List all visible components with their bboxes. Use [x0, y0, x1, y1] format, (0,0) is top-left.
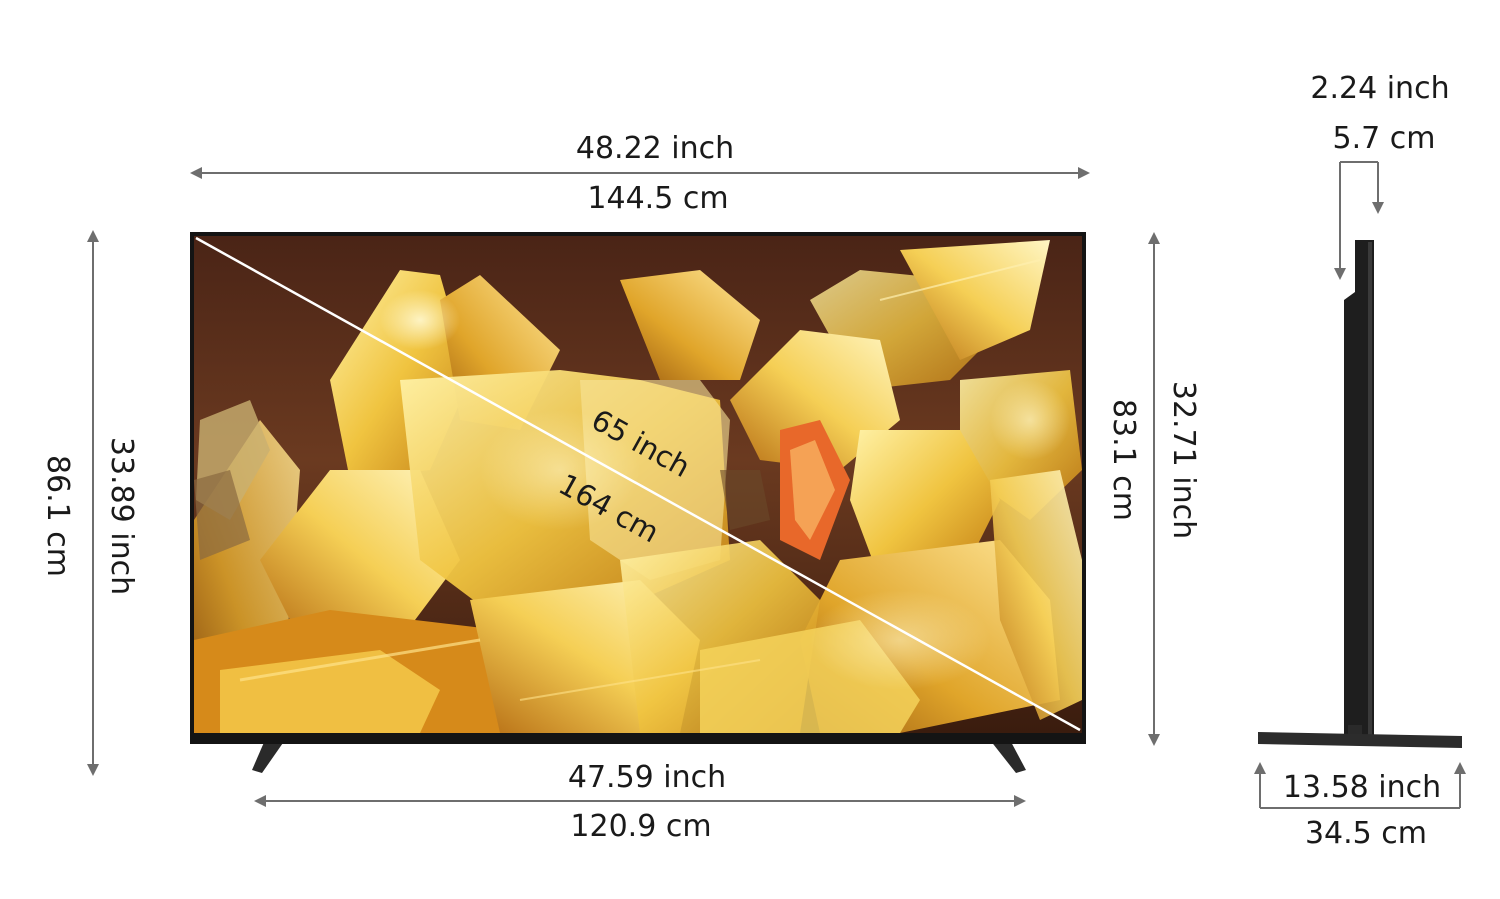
stand-depth-dimension: 13.58 inch 34.5 cm [1254, 762, 1466, 851]
depth-cm-label: 5.7 cm [1333, 121, 1436, 156]
side-stand-base [1258, 732, 1462, 748]
screen-height-cm-label: 83.1 cm [1106, 399, 1141, 521]
stand-leg-right [990, 740, 1026, 773]
total-height-cm-label: 86.1 cm [40, 455, 75, 577]
stand-depth-inch-label: 13.58 inch [1283, 770, 1441, 805]
stand-depth-cm-label: 34.5 cm [1305, 816, 1427, 851]
depth-dimension: 2.24 inch 5.7 cm [1310, 71, 1450, 280]
tv-front-view: 65 inch 164 cm [190, 232, 1086, 773]
width-cm-label: 144.5 cm [587, 181, 728, 216]
width-inch-label: 48.22 inch [576, 131, 734, 166]
depth-inch-label: 2.24 inch [1310, 71, 1449, 106]
screen-height-dimension: 32.71 inch 83.1 cm [1106, 232, 1201, 746]
width-dimension: 48.22 inch 144.5 cm [190, 131, 1090, 216]
tv-side-view [1258, 240, 1462, 748]
screen-height-inch-label: 32.71 inch [1166, 381, 1201, 539]
stand-width-dimension: 47.59 inch 120.9 cm [254, 760, 1026, 844]
stand-width-cm-label: 120.9 cm [570, 809, 711, 844]
stand-width-inch-label: 47.59 inch [568, 760, 726, 795]
total-height-dimension: 33.89 inch 86.1 cm [40, 230, 139, 776]
stand-leg-left [252, 740, 285, 773]
side-panel [1344, 240, 1374, 738]
diagonal-line [195, 236, 1081, 732]
total-height-inch-label: 33.89 inch [104, 437, 139, 595]
